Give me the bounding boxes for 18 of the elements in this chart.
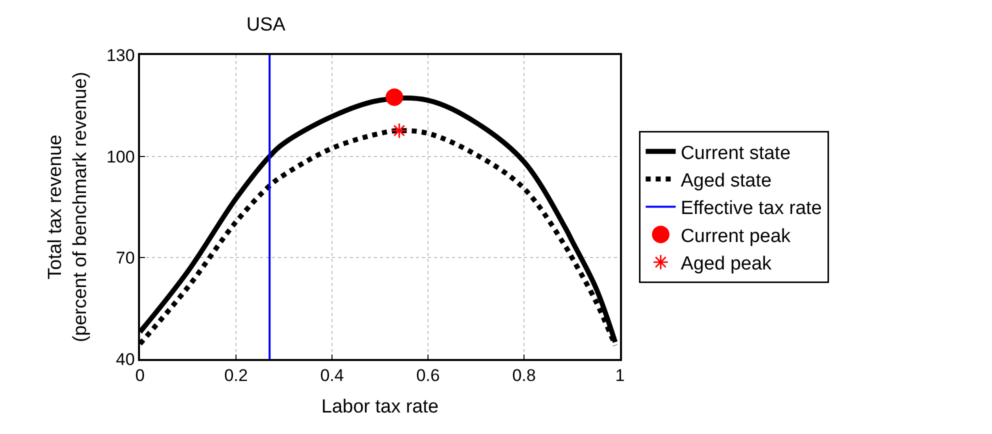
legend-label: Effective tax rate	[680, 198, 822, 220]
x-axis-title: Labor tax rate	[321, 396, 439, 418]
y-tick-label: 130	[106, 46, 135, 65]
y-tick-label: 40	[116, 350, 135, 369]
legend-label: Aged state	[680, 170, 772, 192]
chart-title: USA	[246, 14, 286, 36]
legend-label: Current state	[680, 142, 791, 164]
x-tick-label: 0.2	[224, 366, 248, 386]
x-tick-label: 0.6	[416, 366, 440, 386]
y-tick-label: 100	[106, 147, 135, 166]
legend-label: Current peak	[680, 226, 792, 247]
y-axis-title: Total tax revenue (percent of benchmark revenue)	[45, 72, 91, 342]
legend-label: Aged peak	[680, 254, 772, 275]
x-tick-label: 0.8	[512, 366, 536, 386]
x-tick-label: 0.4	[320, 366, 344, 386]
x-tick-label: 0	[135, 366, 145, 386]
y-tick-label: 70	[116, 248, 135, 268]
x-tick-label: 1	[615, 366, 625, 386]
